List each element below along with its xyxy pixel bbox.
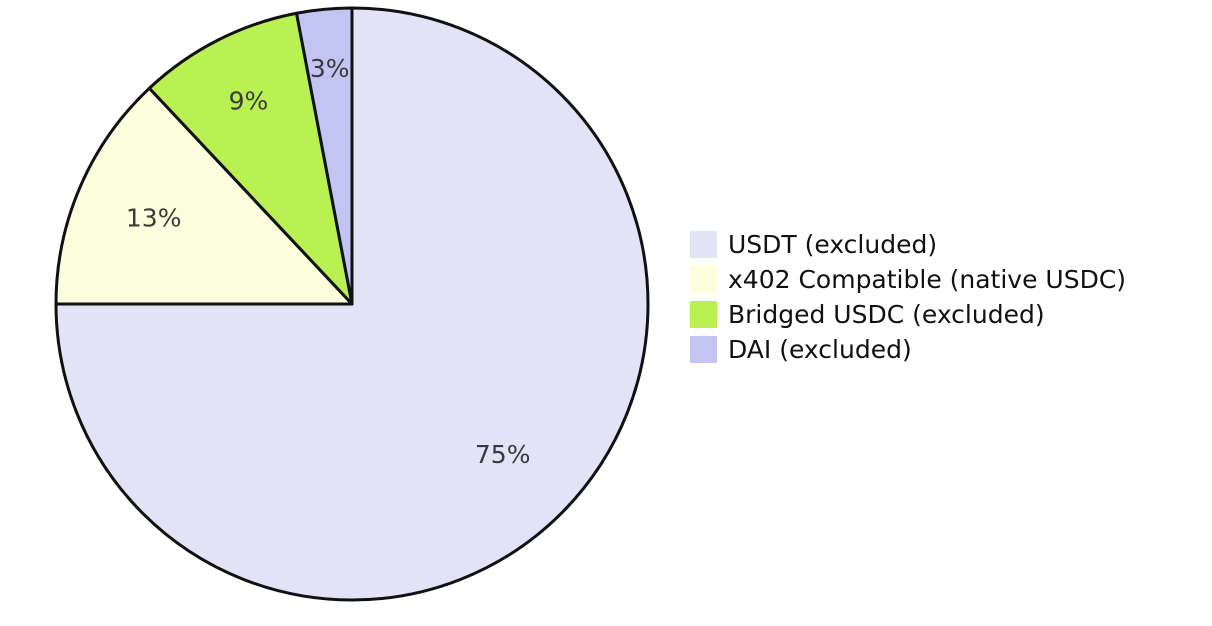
pie-chart-area: 75% 13% 9% 3% (54, 6, 650, 602)
slice-percent-label: 75% (475, 440, 531, 469)
legend-item: USDT (excluded) (690, 231, 1126, 258)
slice-percent-label: 13% (126, 204, 182, 233)
legend-label: Bridged USDC (excluded) (728, 300, 1045, 329)
legend-swatch-usdt (690, 231, 717, 258)
legend-item: Bridged USDC (excluded) (690, 301, 1126, 328)
slice-percent-label: 3% (310, 54, 350, 83)
legend-swatch-bridged-usdc (690, 301, 717, 328)
legend-item: DAI (excluded) (690, 336, 1126, 363)
pie-slice-1 (54, 86, 354, 306)
legend-label: x402 Compatible (native USDC) (728, 265, 1127, 294)
slice-percent-label: 9% (229, 86, 269, 115)
legend-swatch-dai (690, 336, 717, 363)
legend-label: DAI (excluded) (728, 335, 912, 364)
pie-slice-3 (295, 6, 354, 306)
pie-slice-0 (54, 6, 650, 602)
pie-chart: 75% 13% 9% 3% (54, 6, 650, 602)
pie-slice-2 (147, 11, 354, 306)
chart-legend: USDT (excluded) x402 Compatible (native … (690, 231, 1126, 363)
legend-label: USDT (excluded) (728, 230, 938, 259)
legend-item: x402 Compatible (native USDC) (690, 266, 1126, 293)
legend-swatch-x402 (690, 266, 717, 293)
